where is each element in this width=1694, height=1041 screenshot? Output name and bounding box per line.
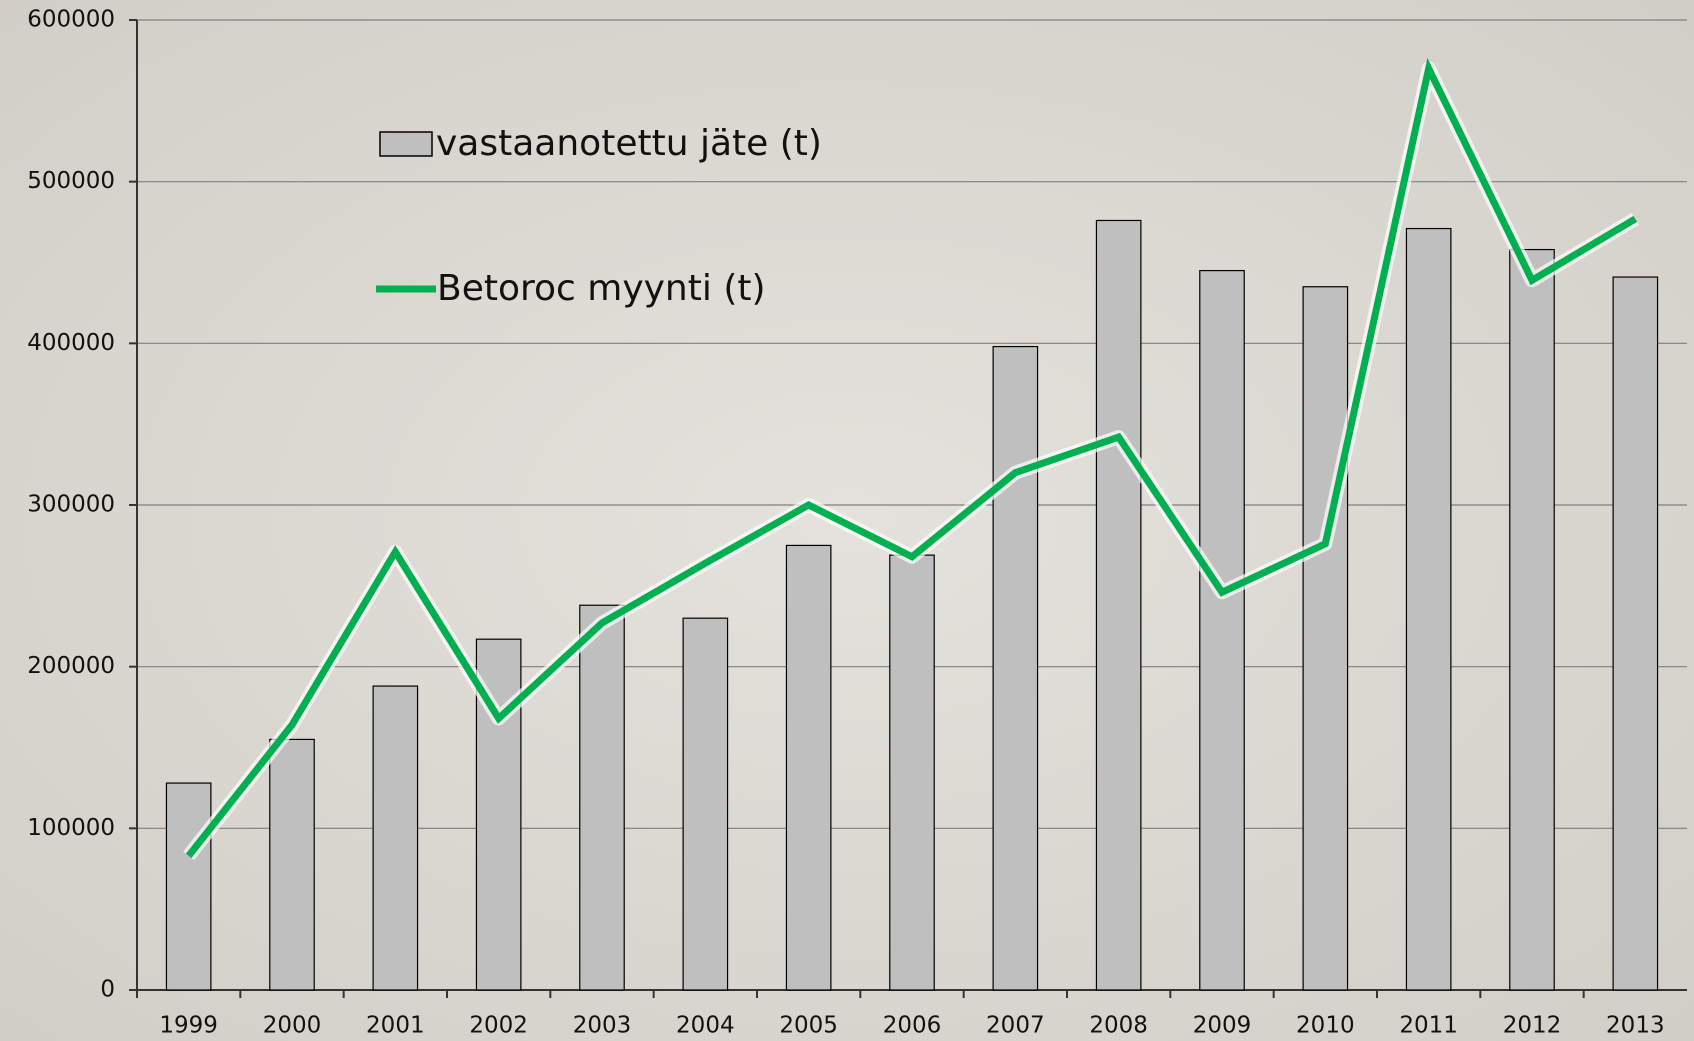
bar (1510, 250, 1554, 990)
x-tick-label: 2011 (1399, 1013, 1458, 1039)
bar (683, 618, 727, 990)
bar (993, 347, 1037, 990)
y-tick-label: 100000 (27, 815, 115, 841)
bar (1200, 271, 1244, 990)
y-tick-label: 500000 (27, 168, 115, 194)
x-tick-label: 2013 (1606, 1013, 1665, 1039)
bar (786, 545, 830, 990)
bar (270, 739, 314, 990)
x-tick-label: 2001 (366, 1013, 425, 1039)
x-tick-label: 2012 (1503, 1013, 1562, 1039)
x-tick-label: 1999 (159, 1013, 218, 1039)
y-tick-label: 0 (100, 977, 115, 1003)
x-tick-label: 2004 (676, 1013, 735, 1039)
x-tick-label: 2007 (986, 1013, 1045, 1039)
y-tick-label: 200000 (27, 653, 115, 679)
bar (890, 555, 934, 990)
legend-swatch (380, 132, 432, 156)
x-tick-label: 2010 (1296, 1013, 1355, 1039)
y-tick-label: 600000 (27, 7, 115, 33)
y-tick-label: 400000 (27, 330, 115, 356)
bar (373, 686, 417, 990)
legend-label: Betoroc myynti (t) (437, 268, 766, 309)
bar (1096, 220, 1140, 990)
chart: 0 100000 200000 300000 400000 500000 600000 199… (0, 0, 1694, 1041)
bar (1303, 287, 1347, 990)
bar (166, 783, 210, 990)
x-tick-label: 2006 (883, 1013, 942, 1039)
x-tick-label: 2002 (469, 1013, 528, 1039)
x-tick-label: 2005 (779, 1013, 838, 1039)
x-tick-label: 2009 (1193, 1013, 1252, 1039)
x-tick-label: 2003 (573, 1013, 632, 1039)
legend-label: vastaanotettu jäte (t) (436, 123, 822, 164)
y-tick-label: 300000 (27, 492, 115, 518)
bar (580, 605, 624, 990)
x-tick-label: 2008 (1089, 1013, 1148, 1039)
bar (1406, 229, 1450, 990)
bar (1613, 277, 1657, 990)
x-tick-label: 2000 (263, 1013, 322, 1039)
